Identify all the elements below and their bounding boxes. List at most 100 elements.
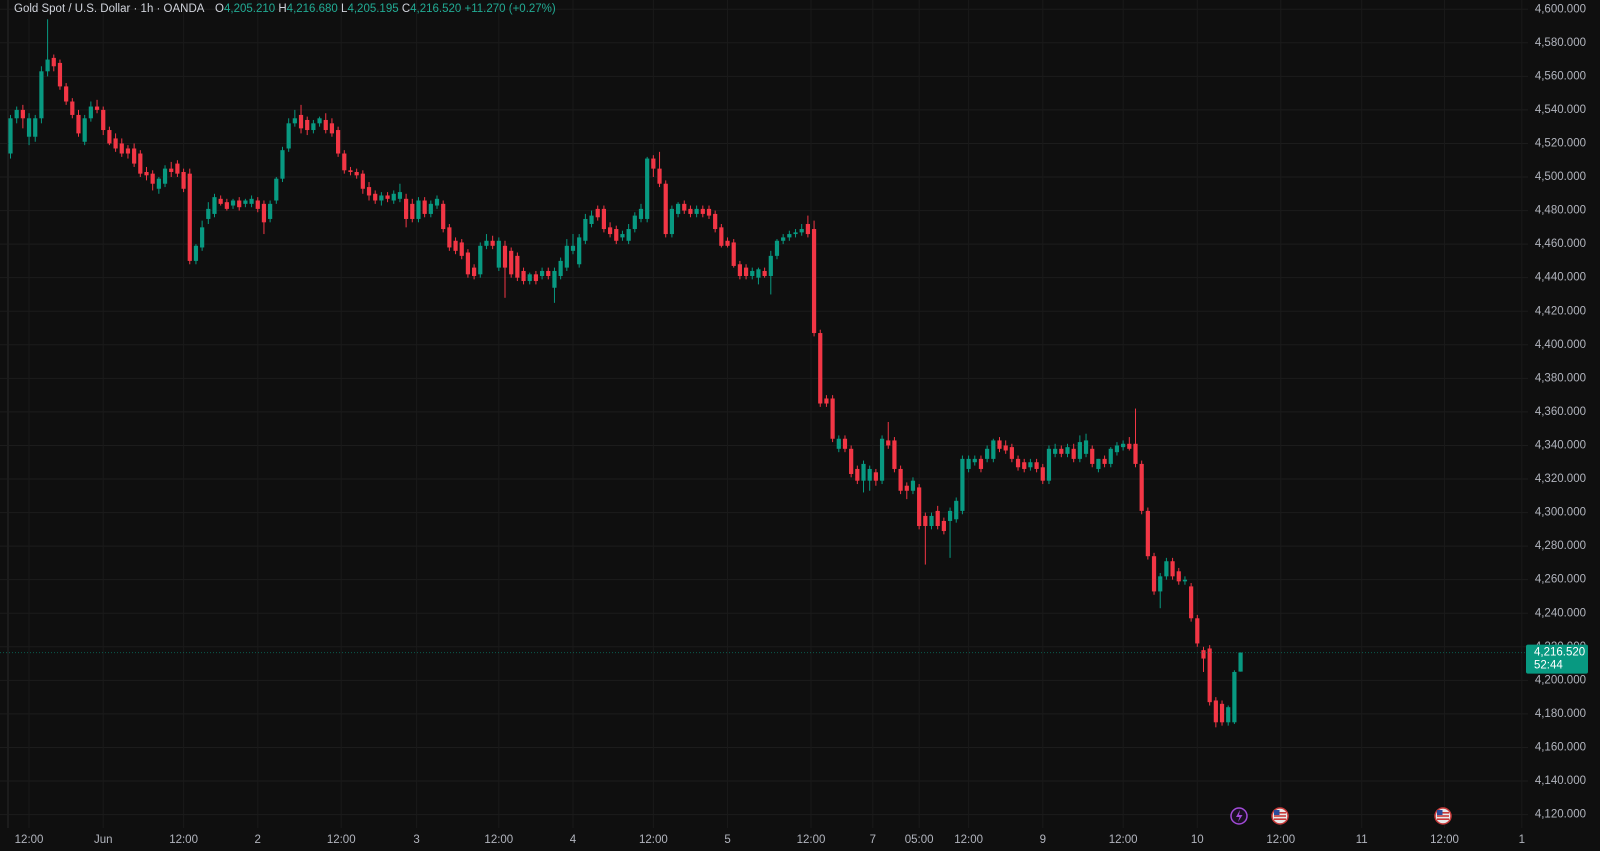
candle-body xyxy=(305,119,310,131)
candle-body xyxy=(1201,650,1206,659)
legend-key: O xyxy=(215,3,224,15)
candle-body xyxy=(1238,652,1243,672)
candle-body xyxy=(280,150,285,179)
candle-body xyxy=(447,227,452,248)
candle-body xyxy=(1213,700,1218,723)
candle-body xyxy=(441,203,446,230)
legend-value: 4,205.210 xyxy=(223,3,276,15)
x-tick-label: 1 xyxy=(1519,834,1525,846)
candle-body xyxy=(200,227,205,248)
candle-body xyxy=(768,255,773,276)
y-tick-label: 4,340.000 xyxy=(1535,439,1586,451)
candle-body xyxy=(879,438,885,481)
y-tick-label: 4,400.000 xyxy=(1535,339,1586,351)
x-tick-label: 12:00 xyxy=(169,834,198,846)
candle-body xyxy=(688,208,693,214)
candle-body xyxy=(1028,462,1033,468)
event-icon[interactable] xyxy=(1271,807,1289,825)
candle-body xyxy=(1108,448,1113,464)
x-tick-label: 12:00 xyxy=(15,834,44,846)
event-icon[interactable] xyxy=(1434,807,1452,825)
candle-body xyxy=(8,118,13,154)
y-tick-label: 4,300.000 xyxy=(1535,507,1586,519)
candle-body xyxy=(954,500,959,520)
x-tick-label: 12:00 xyxy=(954,834,983,846)
candle-body xyxy=(830,398,835,439)
candle-body xyxy=(150,173,155,184)
candle-body xyxy=(985,448,990,459)
candle-body xyxy=(935,510,940,526)
y-tick-label: 4,160.000 xyxy=(1535,741,1586,753)
candle-body xyxy=(1053,448,1058,454)
candle-body xyxy=(638,208,644,219)
candle-body xyxy=(842,438,848,449)
candle-body xyxy=(774,240,780,256)
candle-body xyxy=(626,229,631,241)
candle-body xyxy=(317,118,322,124)
candle-body xyxy=(57,62,63,87)
candle-body xyxy=(490,240,495,246)
candles xyxy=(8,19,1243,728)
candle-body xyxy=(138,153,143,174)
candle-body xyxy=(756,269,761,278)
candle-body xyxy=(478,245,483,275)
candle-body xyxy=(904,485,909,491)
candle-body xyxy=(101,109,106,131)
candle-body xyxy=(230,200,236,206)
candle-body xyxy=(836,438,841,449)
candle-body xyxy=(70,101,75,115)
candle-body xyxy=(737,264,742,276)
candle-body xyxy=(818,333,823,404)
candle-body xyxy=(385,195,390,199)
x-tick-label: 12:00 xyxy=(1109,834,1138,846)
candle-body xyxy=(787,234,792,238)
candle-body xyxy=(329,123,335,134)
candle-body xyxy=(706,208,712,216)
candle-body xyxy=(502,245,508,268)
candle-body xyxy=(570,245,576,251)
candle-body xyxy=(255,200,260,209)
candle-body xyxy=(910,480,916,491)
legend-key: L xyxy=(341,3,348,15)
candle-body xyxy=(1232,671,1237,723)
candle-body xyxy=(620,234,625,238)
candle-body xyxy=(743,267,749,276)
y-tick-label: 4,380.000 xyxy=(1535,372,1586,384)
candle-body xyxy=(64,86,69,102)
candle-body xyxy=(1077,442,1082,459)
grid xyxy=(0,0,1528,828)
candle-body xyxy=(762,270,767,276)
candle-body xyxy=(947,510,953,521)
axes: 4,120.000 4,140.000 4,160.000 4,180.000 4,20… xyxy=(15,3,1586,846)
candle-body xyxy=(156,178,161,189)
candle-body xyxy=(274,178,279,201)
x-tick-label: 12:00 xyxy=(1430,834,1459,846)
x-tick-label: Jun xyxy=(94,834,113,846)
candle-body xyxy=(268,203,273,219)
y-tick-label: 4,180.000 xyxy=(1535,708,1586,720)
candle-body xyxy=(82,118,87,142)
candle-body xyxy=(1083,440,1089,454)
candle-body xyxy=(113,138,118,149)
x-tick-label: 5 xyxy=(724,834,730,846)
header: Gold Spot / U.S. Dollar · 1h · OANDA O4,… xyxy=(14,3,556,15)
candle-body xyxy=(929,515,934,526)
candle-body xyxy=(1176,571,1181,582)
candle-body xyxy=(867,468,872,481)
candle-body xyxy=(849,448,854,474)
candle-body xyxy=(336,130,341,154)
legend-change: +11.270 (+0.27%) xyxy=(464,3,556,15)
price-tag xyxy=(1526,644,1588,674)
candle-body xyxy=(607,227,613,235)
candle-body xyxy=(1022,462,1027,469)
candle-body xyxy=(181,171,186,189)
candle-body xyxy=(713,213,718,230)
candle-body xyxy=(799,229,804,233)
candle-body xyxy=(824,398,829,404)
x-tick-label: 12:00 xyxy=(797,834,826,846)
candle-body xyxy=(917,487,922,526)
candle-body xyxy=(527,274,532,282)
